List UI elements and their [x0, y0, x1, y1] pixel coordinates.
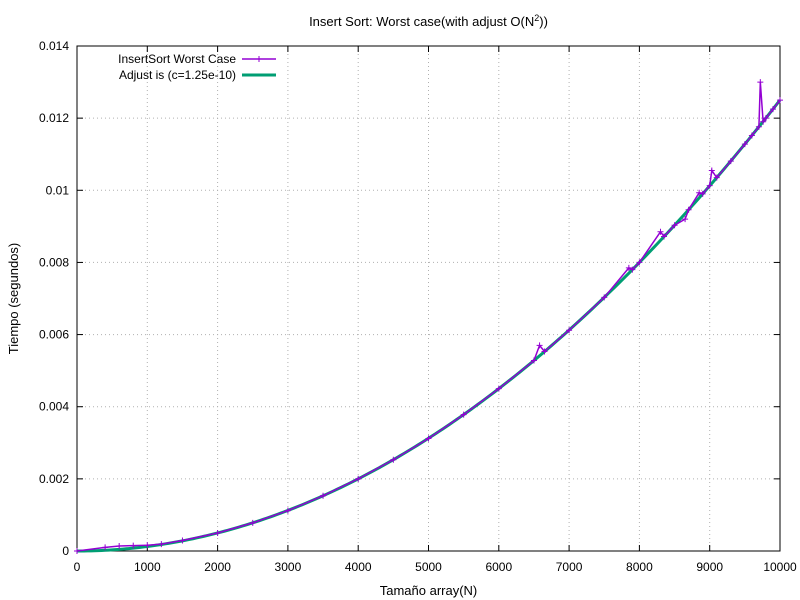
legend-label-insertsort: InsertSort Worst Case [118, 52, 236, 66]
data-point-marker [685, 206, 692, 213]
data-point-marker [566, 327, 573, 334]
data-point-marker [116, 542, 123, 549]
legend: InsertSort Worst Case Adjust is (c=1.25e-… [118, 52, 276, 82]
x-tick-label: 4000 [345, 560, 372, 574]
y-tick-label: 0.01 [46, 183, 70, 197]
x-tick-label: 0 [74, 560, 81, 574]
data-point-marker [727, 158, 734, 165]
x-tick-label: 7000 [556, 560, 583, 574]
data-point-marker [530, 357, 537, 364]
y-tick-label: 0.008 [39, 255, 69, 269]
chart-title-suffix: )) [539, 14, 548, 29]
data-point-marker [130, 542, 137, 549]
y-axis-title: Tiempo (segundos) [6, 243, 21, 355]
data-point-marker [769, 106, 776, 113]
data-point-marker [625, 264, 632, 271]
data-point-marker [762, 115, 769, 122]
data-point-marker [179, 537, 186, 544]
data-point-marker [708, 167, 715, 174]
data-point-marker [748, 132, 755, 139]
data-point-marker [536, 342, 543, 349]
x-tick-label: 8000 [626, 560, 653, 574]
series-layer [74, 79, 783, 554]
axes: 0 1000 2000 3000 4000 5000 6000 7000 8000 9000 100… [39, 39, 797, 574]
data-point-marker [760, 118, 767, 125]
data-point-marker [284, 507, 291, 514]
legend-label-adjust: Adjust is (c=1.25e-10) [119, 68, 236, 82]
y-tick-label: 0 [62, 544, 69, 558]
data-point-marker [682, 216, 689, 223]
y-tick-label: 0.004 [39, 400, 69, 414]
y-tick-label: 0.012 [39, 111, 69, 125]
x-tick-label: 9000 [696, 560, 723, 574]
data-point-marker [214, 529, 221, 536]
data-point-marker [601, 294, 608, 301]
data-point-marker [713, 174, 720, 181]
data-point-marker [657, 228, 664, 235]
data-point-marker [777, 97, 783, 104]
x-tick-label: 3000 [275, 560, 302, 574]
data-point-marker [320, 492, 327, 499]
chart-title-superscript: 2 [534, 13, 539, 23]
data-point-marker [390, 456, 397, 463]
data-point-marker [74, 548, 80, 554]
x-tick-label: 2000 [204, 560, 231, 574]
x-tick-label: 10000 [763, 560, 797, 574]
legend-marker-insertsort [256, 56, 262, 62]
chart-title: Insert Sort: Worst case(with adjust O(N2… [309, 13, 548, 29]
x-tick-label: 5000 [415, 560, 442, 574]
data-point-marker [661, 233, 668, 240]
y-tick-label: 0.002 [39, 472, 69, 486]
y-tick-label: 0.014 [39, 39, 69, 53]
data-point-marker [696, 189, 703, 196]
data-point-marker [460, 411, 467, 418]
data-point-marker [636, 259, 643, 266]
grid [77, 46, 780, 551]
data-point-marker [699, 190, 706, 197]
data-point-marker [757, 79, 764, 86]
series-adjust-line [76, 99, 782, 553]
y-tick-label: 0.006 [39, 328, 69, 342]
data-point-marker [495, 385, 502, 392]
x-tick-label: 6000 [485, 560, 512, 574]
data-point-marker [158, 541, 165, 548]
data-point-marker [355, 475, 362, 482]
data-point-marker [671, 222, 678, 229]
x-tick-label: 1000 [134, 560, 161, 574]
data-point-marker [425, 435, 432, 442]
data-point-marker [144, 542, 151, 549]
chart-title-main: Insert Sort: Worst case(with adjust O(N [309, 14, 534, 29]
data-point-marker [706, 182, 713, 189]
data-point-marker [755, 123, 762, 130]
data-point-marker [629, 266, 636, 273]
x-axis-title: Tamaño array(N) [380, 583, 478, 598]
data-point-marker [541, 348, 548, 355]
data-point-marker [741, 141, 748, 148]
data-point-marker [249, 519, 256, 526]
series-insertsort-line [76, 82, 781, 552]
data-point-marker [102, 544, 109, 551]
